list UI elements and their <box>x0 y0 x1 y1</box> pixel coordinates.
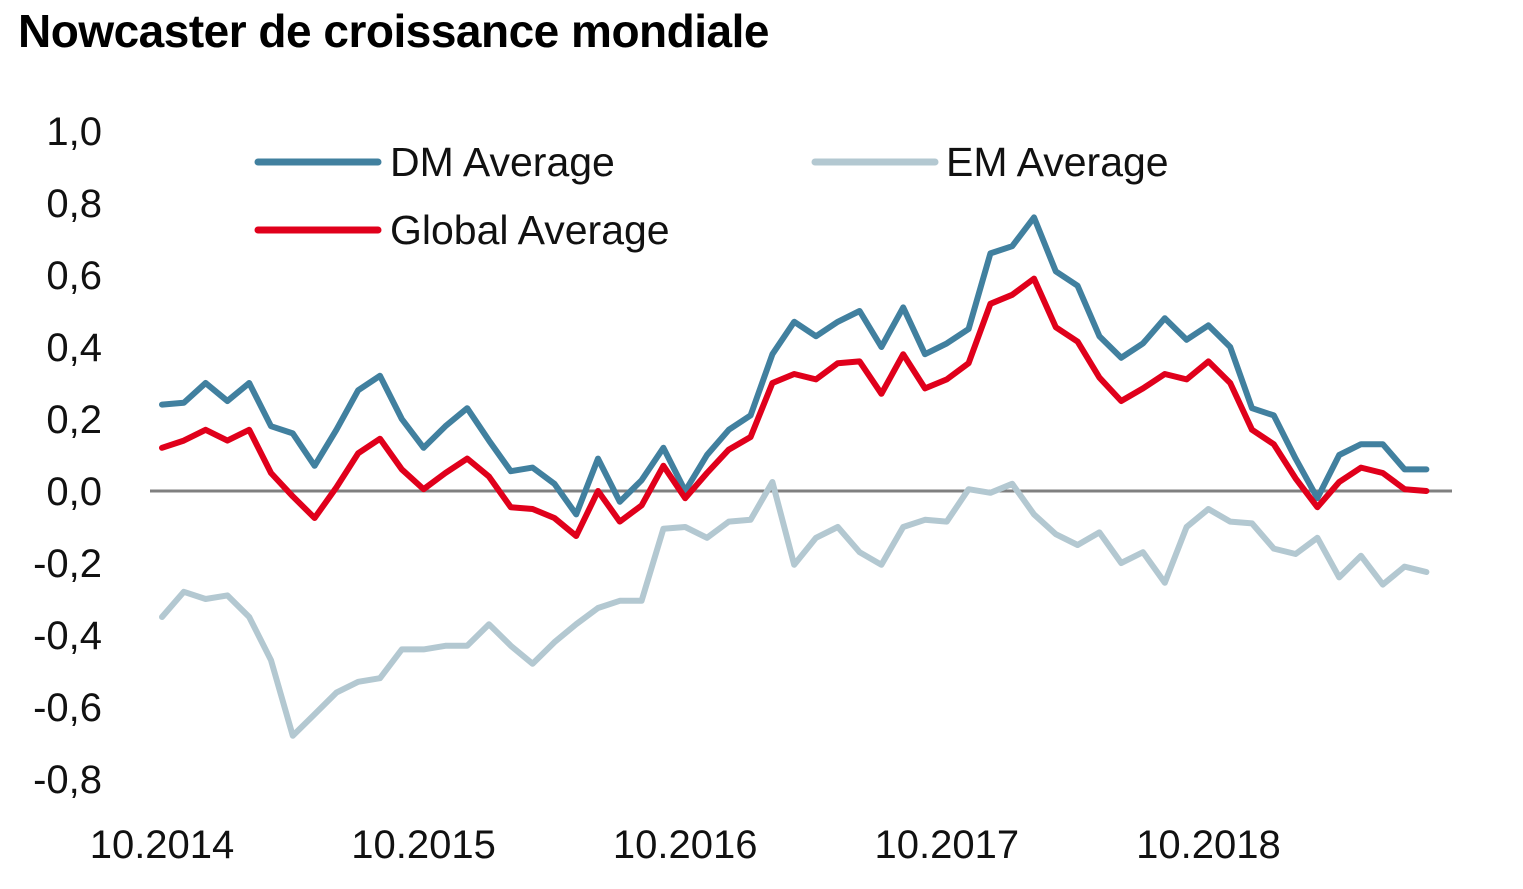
x-tick-label: 10.2018 <box>1136 823 1281 867</box>
y-tick-label: -0,6 <box>33 686 102 730</box>
x-tick-label: 10.2016 <box>613 823 758 867</box>
y-tick-label: 1,0 <box>46 110 102 154</box>
y-axis: 1,0 0,8 0,6 0,4 0,2 0,0 -0,2 -0,4 -0,6 -0,8 <box>33 110 102 802</box>
legend-label-dm: DM Average <box>390 139 615 185</box>
y-tick-label: 0,6 <box>46 254 102 298</box>
series-layer <box>159 214 1430 739</box>
x-tick-label: 10.2017 <box>875 823 1020 867</box>
legend-item-global: Global Average <box>254 207 670 253</box>
legend-label-em: EM Average <box>946 139 1169 185</box>
chart-title: Nowcaster de croissance mondiale <box>18 5 769 57</box>
y-tick-label: 0,2 <box>46 398 102 442</box>
legend-item-em: EM Average <box>811 139 1169 185</box>
x-axis: 10.2014 10.2015 10.2016 10.2017 10.2018 <box>90 823 1281 867</box>
y-tick-label: 0,0 <box>46 470 102 514</box>
y-tick-label: 0,4 <box>46 326 102 370</box>
x-tick-label: 10.2014 <box>90 823 235 867</box>
y-tick-label: 0,8 <box>46 182 102 226</box>
legend: DM Average EM Average Global Average <box>254 139 1169 253</box>
series-line-global <box>159 275 1430 539</box>
series-line-dm <box>159 214 1430 518</box>
legend-label-global: Global Average <box>390 207 670 253</box>
legend-item-dm: DM Average <box>254 139 615 185</box>
y-tick-label: -0,2 <box>33 542 102 586</box>
y-tick-label: -0,4 <box>33 614 102 658</box>
y-tick-label: -0,8 <box>33 758 102 802</box>
x-tick-label: 10.2015 <box>351 823 496 867</box>
series-line-em <box>159 479 1430 739</box>
